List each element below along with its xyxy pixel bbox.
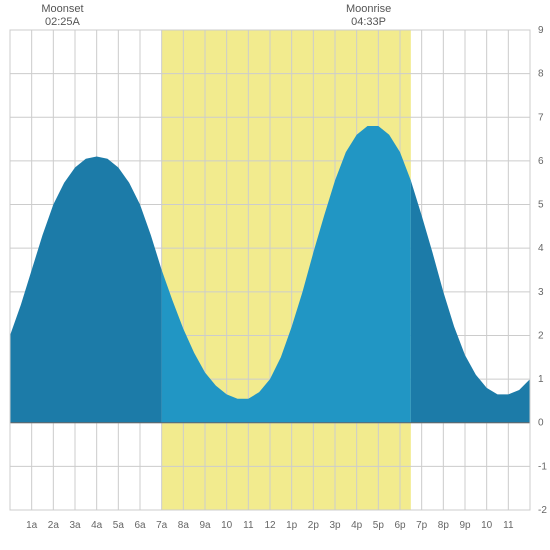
xtick-label: 1p bbox=[286, 520, 298, 531]
xtick-label: 4p bbox=[351, 520, 363, 531]
xtick-label: 3p bbox=[329, 520, 341, 531]
ytick-label: 4 bbox=[538, 243, 544, 254]
tide-chart: -2-101234567891a2a3a4a5a6a7a8a9a1011121p… bbox=[0, 0, 550, 550]
xtick-label: 2p bbox=[308, 520, 320, 531]
chart-canvas: -2-101234567891a2a3a4a5a6a7a8a9a1011121p… bbox=[0, 0, 550, 550]
ytick-label: 9 bbox=[538, 25, 544, 36]
ytick-label: 5 bbox=[538, 200, 544, 211]
ytick-label: -2 bbox=[538, 505, 547, 516]
xtick-label: 2a bbox=[48, 520, 60, 531]
xtick-label: 9p bbox=[459, 520, 471, 531]
xtick-label: 5a bbox=[113, 520, 125, 531]
xtick-label: 4a bbox=[91, 520, 103, 531]
ytick-label: 7 bbox=[538, 112, 544, 123]
xtick-label: 8a bbox=[178, 520, 190, 531]
xtick-label: 3a bbox=[69, 520, 81, 531]
xtick-label: 11 bbox=[243, 520, 254, 531]
xtick-label: 7p bbox=[416, 520, 428, 531]
xtick-label: 1a bbox=[26, 520, 38, 531]
ytick-label: 1 bbox=[538, 374, 544, 385]
xtick-label: 8p bbox=[438, 520, 450, 531]
annotation-time: 04:33P bbox=[351, 16, 386, 28]
xtick-label: 11 bbox=[503, 520, 514, 531]
ytick-label: 0 bbox=[538, 418, 544, 429]
xtick-label: 12 bbox=[264, 520, 276, 531]
annotation-time: 02:25A bbox=[45, 16, 81, 28]
xtick-label: 9a bbox=[199, 520, 211, 531]
xtick-label: 6a bbox=[134, 520, 146, 531]
xtick-label: 10 bbox=[481, 520, 493, 531]
ytick-label: 3 bbox=[538, 287, 544, 298]
xtick-label: 5p bbox=[373, 520, 385, 531]
ytick-label: 2 bbox=[538, 330, 544, 341]
ytick-label: 8 bbox=[538, 69, 544, 80]
annotation-label: Moonset bbox=[41, 3, 83, 15]
annotation-label: Moonrise bbox=[346, 3, 391, 15]
xtick-label: 10 bbox=[221, 520, 233, 531]
xtick-label: 7a bbox=[156, 520, 168, 531]
ytick-label: -1 bbox=[538, 461, 547, 472]
xtick-label: 6p bbox=[394, 520, 406, 531]
ytick-label: 6 bbox=[538, 156, 544, 167]
